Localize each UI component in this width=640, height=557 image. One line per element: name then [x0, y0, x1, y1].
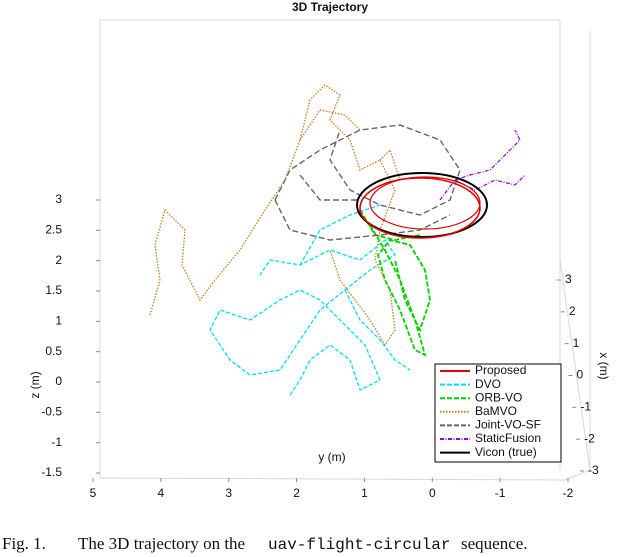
z-tick-label: -1.5 — [41, 465, 62, 479]
trajectories — [149, 84, 526, 396]
axes-box — [99, 19, 591, 481]
legend: ProposedDVOORB-VOBaMVOJoint-VO-SFStaticF… — [440, 363, 541, 459]
legend-label: DVO — [475, 377, 501, 391]
z-tick-label: -1 — [51, 435, 62, 449]
legend-label: Vicon (true) — [475, 445, 537, 459]
legend-label: Joint-VO-SF — [475, 418, 541, 432]
z-tick-label: 0.5 — [45, 344, 62, 358]
z-tick-label: 3 — [55, 192, 62, 206]
z-tick-label: 2 — [55, 253, 62, 267]
x-tick-label: -2 — [584, 431, 595, 445]
x-tick-label: 0 — [577, 368, 584, 382]
x-tick-label: -3 — [588, 463, 599, 477]
y-tick-label: 3 — [225, 486, 232, 500]
y-tick-label: -1 — [495, 486, 506, 500]
caption-end: sequence. — [461, 534, 528, 553]
legend-label: ORB-VO — [475, 390, 522, 404]
legend-label: BaMVO — [475, 404, 517, 418]
x-tick-label: 3 — [565, 272, 572, 286]
x-tick-label: 2 — [569, 304, 576, 318]
y-axis-label: y (m) — [318, 450, 345, 464]
z-tick-label: -0.5 — [41, 405, 62, 419]
chart-title: 3D Trajectory — [292, 0, 368, 14]
y-tick-label: -2 — [563, 486, 574, 500]
legend-label: StaticFusion — [475, 431, 541, 445]
caption-text: The 3D trajectory on the — [78, 534, 245, 553]
y-tick-label: 4 — [158, 486, 165, 500]
z-tick-label: 0 — [55, 374, 62, 388]
y-tick-label: 0 — [429, 486, 436, 500]
z-tick-label: 1.5 — [45, 283, 62, 297]
x-tick-label: 1 — [573, 336, 580, 350]
caption-label: Fig. 1. — [2, 534, 46, 553]
legend-box — [434, 363, 562, 463]
z-tick-label: 1 — [55, 314, 62, 328]
y-tick-label: 1 — [361, 486, 368, 500]
z-tick-label: 2.5 — [45, 223, 62, 237]
y-tick-label: 2 — [293, 486, 300, 500]
x-tick-label: -1 — [580, 400, 591, 414]
x-axis-label: x (m) — [597, 352, 611, 379]
legend-label: Proposed — [475, 363, 526, 377]
y-tick-label: 5 — [90, 486, 97, 500]
z-axis-label: z (m) — [28, 371, 42, 398]
caption-code: uav-flight-circular — [268, 536, 450, 554]
